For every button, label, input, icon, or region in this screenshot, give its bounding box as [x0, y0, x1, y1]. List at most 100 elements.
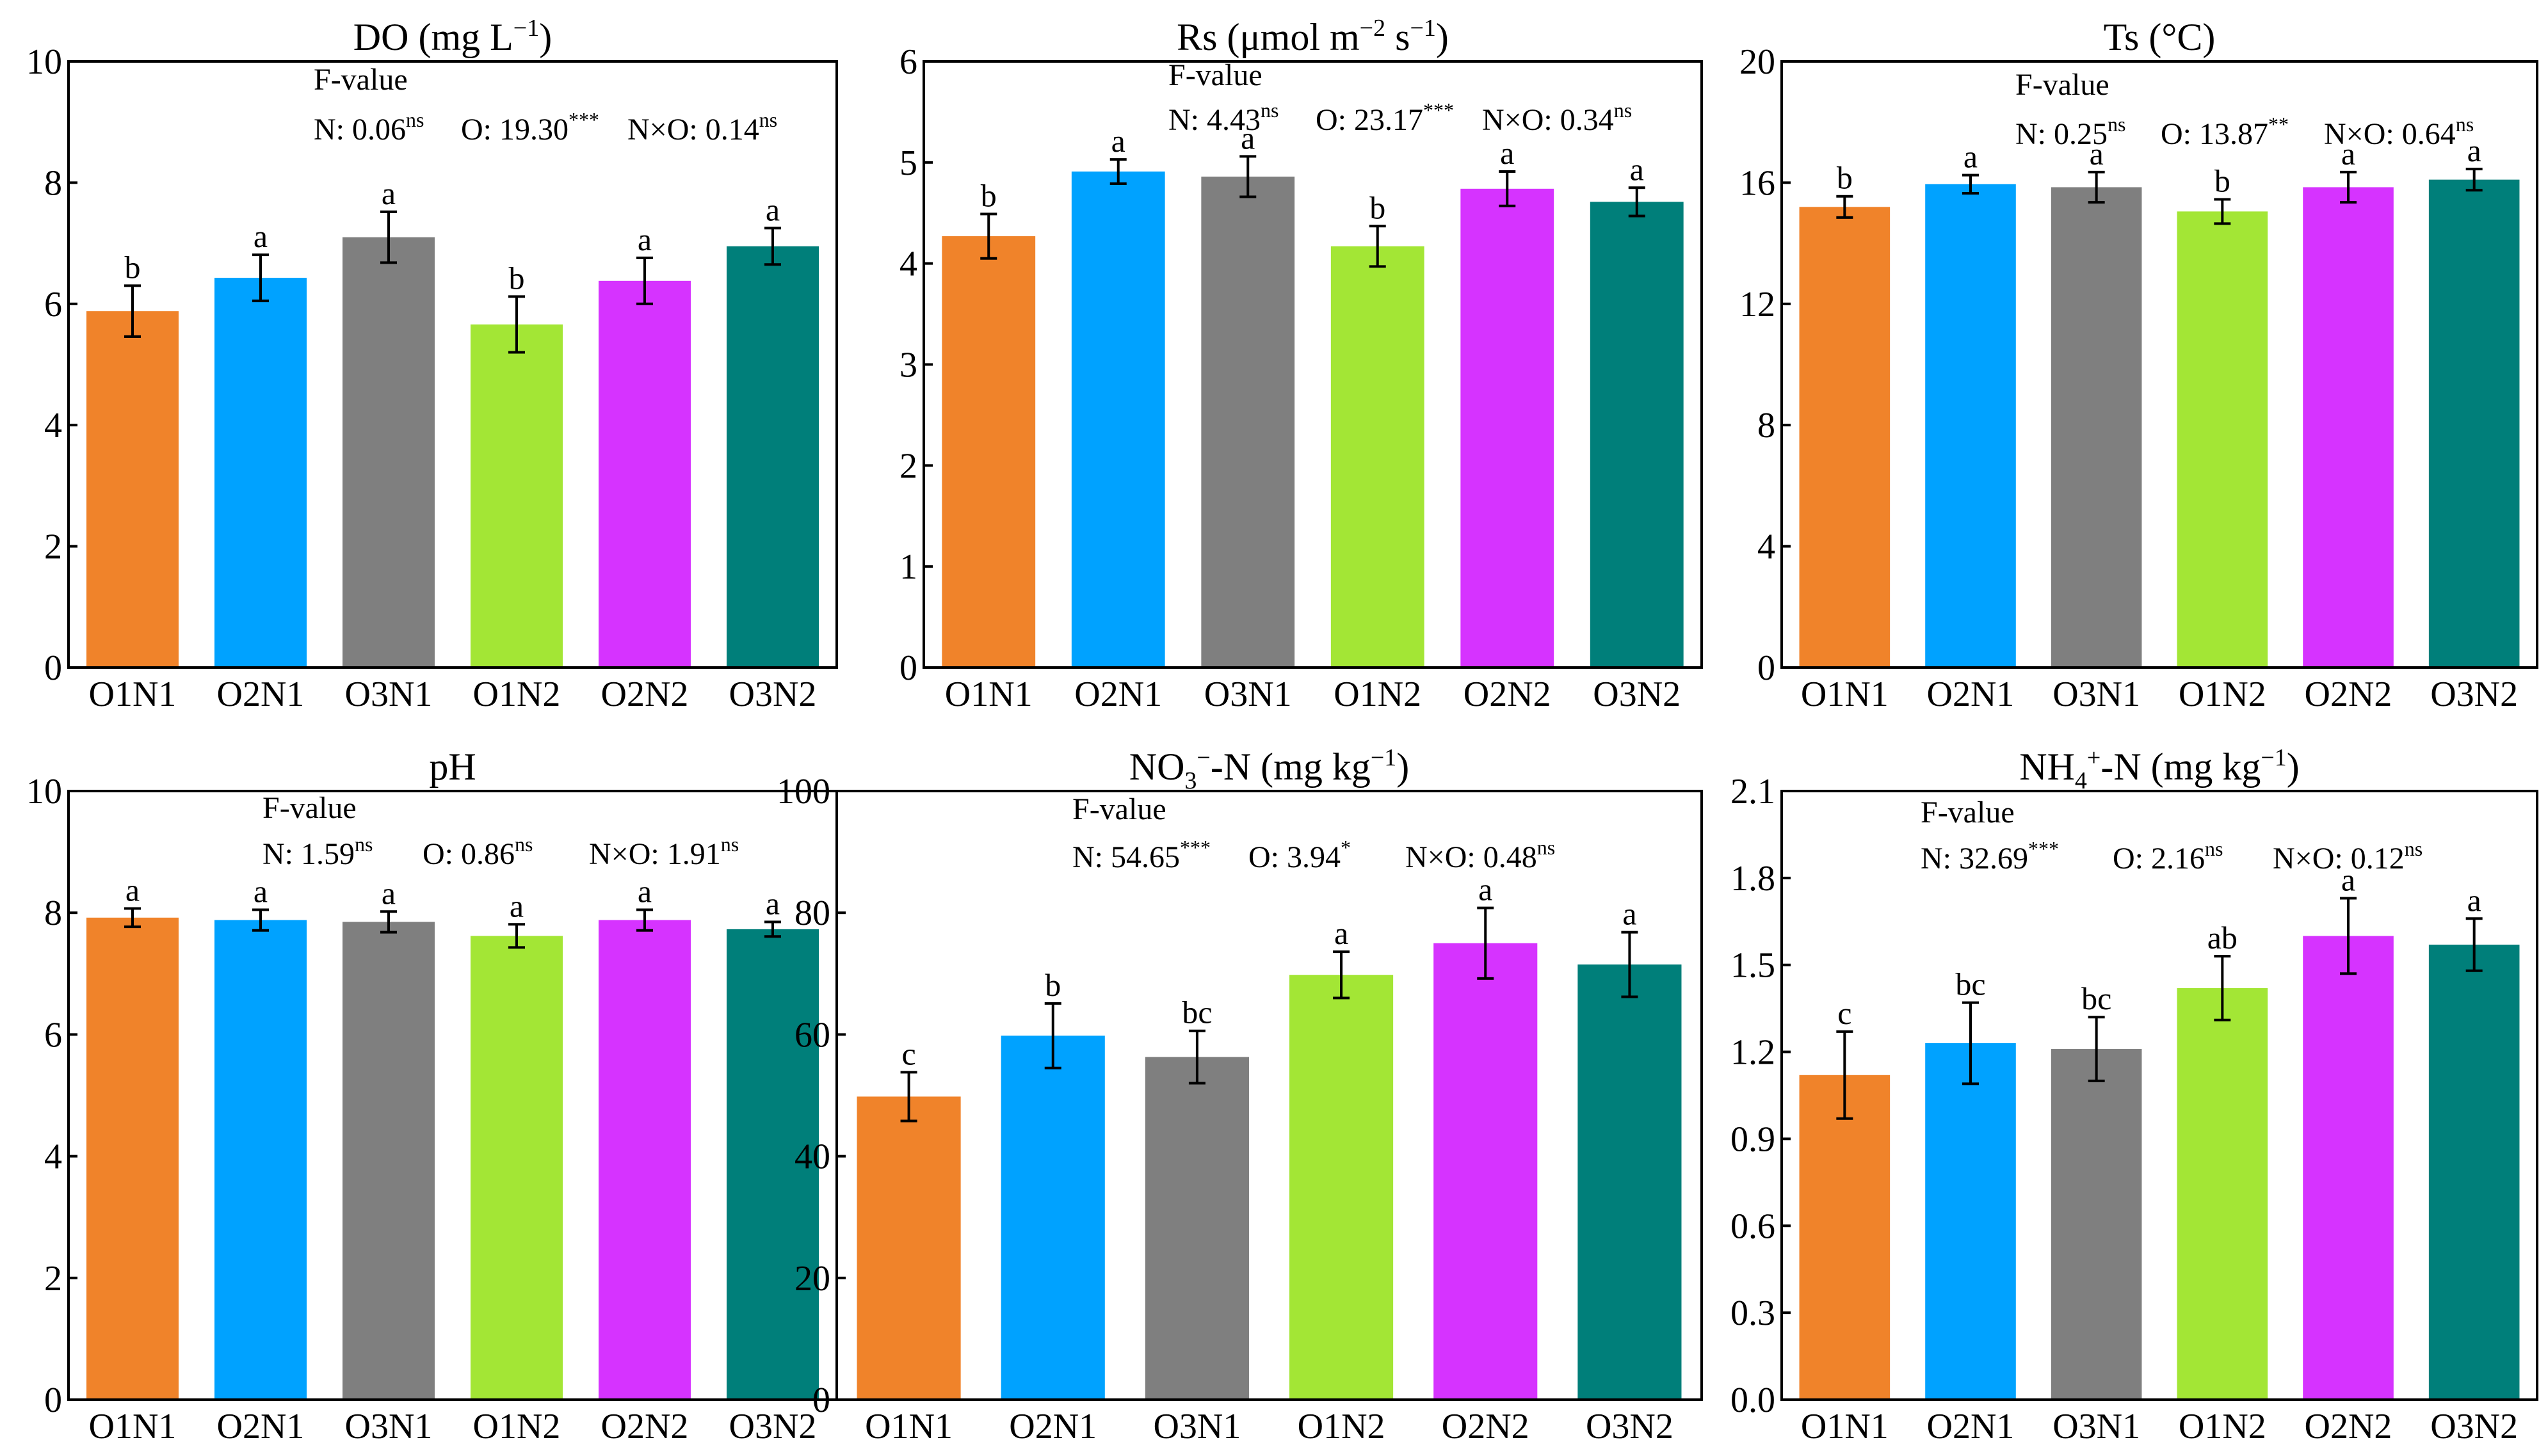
bar [1001, 1036, 1105, 1400]
chart-title: Ts (°C) [2104, 16, 2216, 58]
bar [1590, 202, 1684, 668]
x-tick-label: O2N2 [1442, 1407, 1529, 1446]
x-tick-label: O1N1 [1801, 675, 1889, 714]
significance-letter: a [254, 873, 268, 909]
significance-letter: a [638, 221, 652, 257]
significance-letter: a [1334, 915, 1348, 951]
error-bar [2465, 917, 2483, 972]
y-tick-label: 1.5 [1730, 946, 1775, 986]
chart-panel: c O1N1 b O2N1 bc O3N1 a O1N2 a O2N2 a O3N2 0 20 40 60 80… [777, 744, 1703, 1446]
error-bar [980, 212, 997, 260]
significance-letter: b [125, 249, 141, 285]
chart-panel: b O1N1 a O2N1 a O3N1 b O1N2 a O2N2 a O3N2 0 1 2 3 4 5 6 Rs … [899, 15, 1703, 714]
x-tick-label: O3N2 [1593, 675, 1681, 714]
bar [214, 278, 307, 668]
error-bar [2088, 1016, 2105, 1082]
bar [857, 1096, 961, 1400]
bar [727, 929, 819, 1400]
error-bar [2340, 170, 2357, 204]
significance-letter: a [766, 885, 780, 921]
significance-letter: a [1111, 123, 1125, 159]
y-tick-label: 20 [794, 1259, 830, 1299]
error-bar [1109, 158, 1127, 185]
y-tick-label: 40 [794, 1137, 830, 1177]
error-bar [1962, 1001, 1979, 1085]
significance-letter: a [766, 191, 780, 227]
y-tick-label: 0 [812, 1380, 830, 1420]
x-tick-label: O1N2 [473, 1407, 561, 1446]
bar [2177, 988, 2268, 1400]
x-tick-label: O2N1 [1927, 675, 2015, 714]
x-tick-label: O3N1 [2052, 675, 2140, 714]
f-value-label: F-value [2015, 68, 2109, 102]
significance-letter: a [382, 875, 396, 911]
y-tick-label: 1 [899, 547, 917, 587]
f-value-label: F-value [1921, 796, 2015, 829]
chart-title: pH [429, 746, 476, 788]
y-tick-label: 4 [1757, 527, 1775, 567]
chart-title: NO3​−​-N (mg kg−1​) [1129, 744, 1410, 794]
bar [1071, 172, 1165, 668]
f-statistic: N: 4.43ns [1168, 99, 1278, 137]
x-tick-label: O3N1 [1153, 1407, 1241, 1446]
chart-title: NH4​+​-N (mg kg−1​) [2019, 744, 2300, 794]
bar [2303, 187, 2394, 668]
plot-frame [67, 790, 838, 1401]
significance-letter: ab [2207, 920, 2238, 956]
y-tick-label: 4 [44, 406, 62, 445]
bar [599, 920, 691, 1400]
y-tick-label: 2 [44, 1259, 62, 1299]
significance-letter: b [1369, 189, 1385, 225]
significance-letter: a [254, 218, 268, 254]
y-tick-label: 20 [1739, 42, 1775, 82]
error-bar [900, 1071, 917, 1123]
x-tick-label: O2N1 [1927, 1407, 2015, 1446]
bar [343, 922, 435, 1400]
error-bar [1836, 195, 1853, 219]
y-tick-label: 8 [1757, 406, 1775, 445]
x-tick-label: O2N2 [601, 1407, 689, 1446]
y-tick-label: 0.0 [1730, 1380, 1775, 1420]
bar [1145, 1057, 1249, 1400]
x-tick-label: O3N1 [345, 675, 433, 714]
x-tick-label: O3N2 [729, 675, 817, 714]
x-tick-label: O3N1 [1204, 675, 1292, 714]
significance-letter: a [2341, 862, 2355, 898]
chart-title: Rs (μmol m−2​ s−1​) [1177, 15, 1449, 58]
significance-letter: a [2467, 882, 2481, 918]
y-tick-label: 16 [1739, 163, 1775, 203]
y-tick-label: 0.9 [1730, 1119, 1775, 1159]
y-tick-label: 8 [44, 163, 62, 203]
significance-letter: a [382, 175, 396, 211]
error-bar [2214, 198, 2231, 225]
error-bar [1044, 1002, 1061, 1069]
significance-letter: bc [1182, 995, 1212, 1030]
y-tick-label: 10 [26, 42, 62, 82]
error-bar [2340, 897, 2357, 975]
x-tick-label: O3N2 [1586, 1407, 1673, 1446]
error-bar [764, 227, 781, 266]
x-tick-label: O1N1 [89, 1407, 177, 1446]
error-bar [1621, 931, 1638, 998]
plot-frame [1780, 790, 2538, 1401]
significance-letter: bc [2081, 980, 2111, 1016]
bar [1289, 975, 1394, 1400]
bar [2051, 187, 2142, 668]
x-tick-label: O2N2 [2305, 675, 2392, 714]
error-bar [764, 920, 781, 938]
x-tick-label: O1N1 [865, 1407, 953, 1446]
x-tick-label: O2N2 [601, 675, 689, 714]
error-bar [1628, 186, 1645, 218]
y-tick-label: 2 [44, 527, 62, 567]
y-tick-label: 80 [794, 893, 830, 933]
significance-letter: a [1630, 151, 1644, 187]
error-bar [636, 256, 653, 305]
error-bar [508, 295, 525, 354]
plot-frame [67, 60, 838, 669]
error-bar [1239, 155, 1257, 198]
error-bar [1836, 1030, 1853, 1120]
y-tick-label: 12 [1739, 285, 1775, 324]
y-tick-label: 5 [899, 143, 917, 183]
y-tick-label: 6 [44, 285, 62, 324]
